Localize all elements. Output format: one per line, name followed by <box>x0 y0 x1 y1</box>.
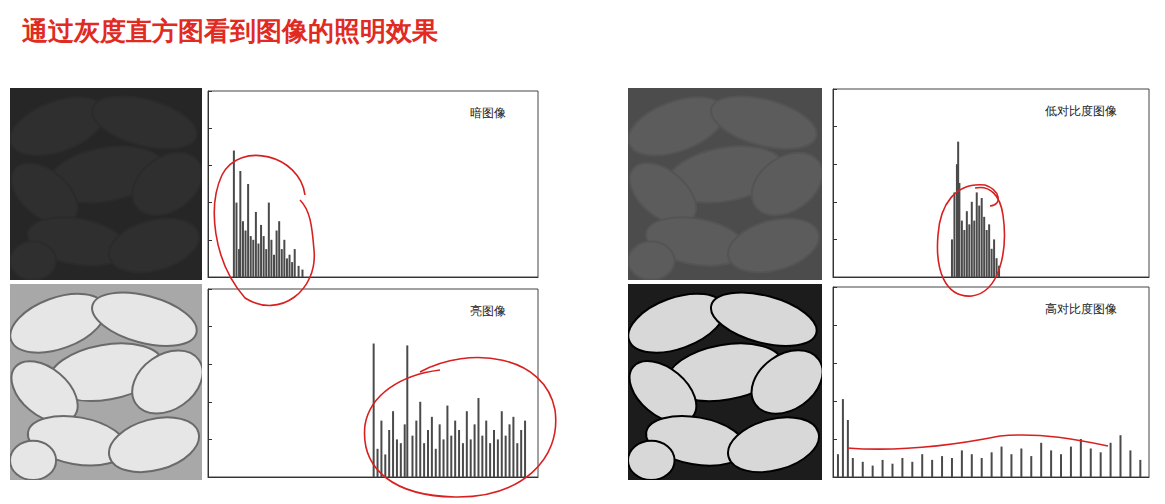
svg-text:暗图像: 暗图像 <box>470 106 506 120</box>
svg-text:亮图像: 亮图像 <box>470 304 506 318</box>
svg-text:高对比度图像: 高对比度图像 <box>1045 302 1117 316</box>
svg-text:低对比度图像: 低对比度图像 <box>1045 104 1117 118</box>
html-text:通过灰度直方图看到图像的照明效果: 通过灰度直方图看到图像的照明效果 <box>22 16 438 46</box>
